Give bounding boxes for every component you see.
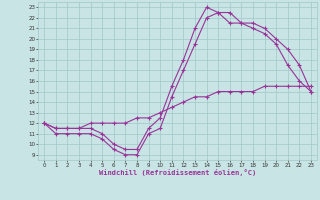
- X-axis label: Windchill (Refroidissement éolien,°C): Windchill (Refroidissement éolien,°C): [99, 169, 256, 176]
